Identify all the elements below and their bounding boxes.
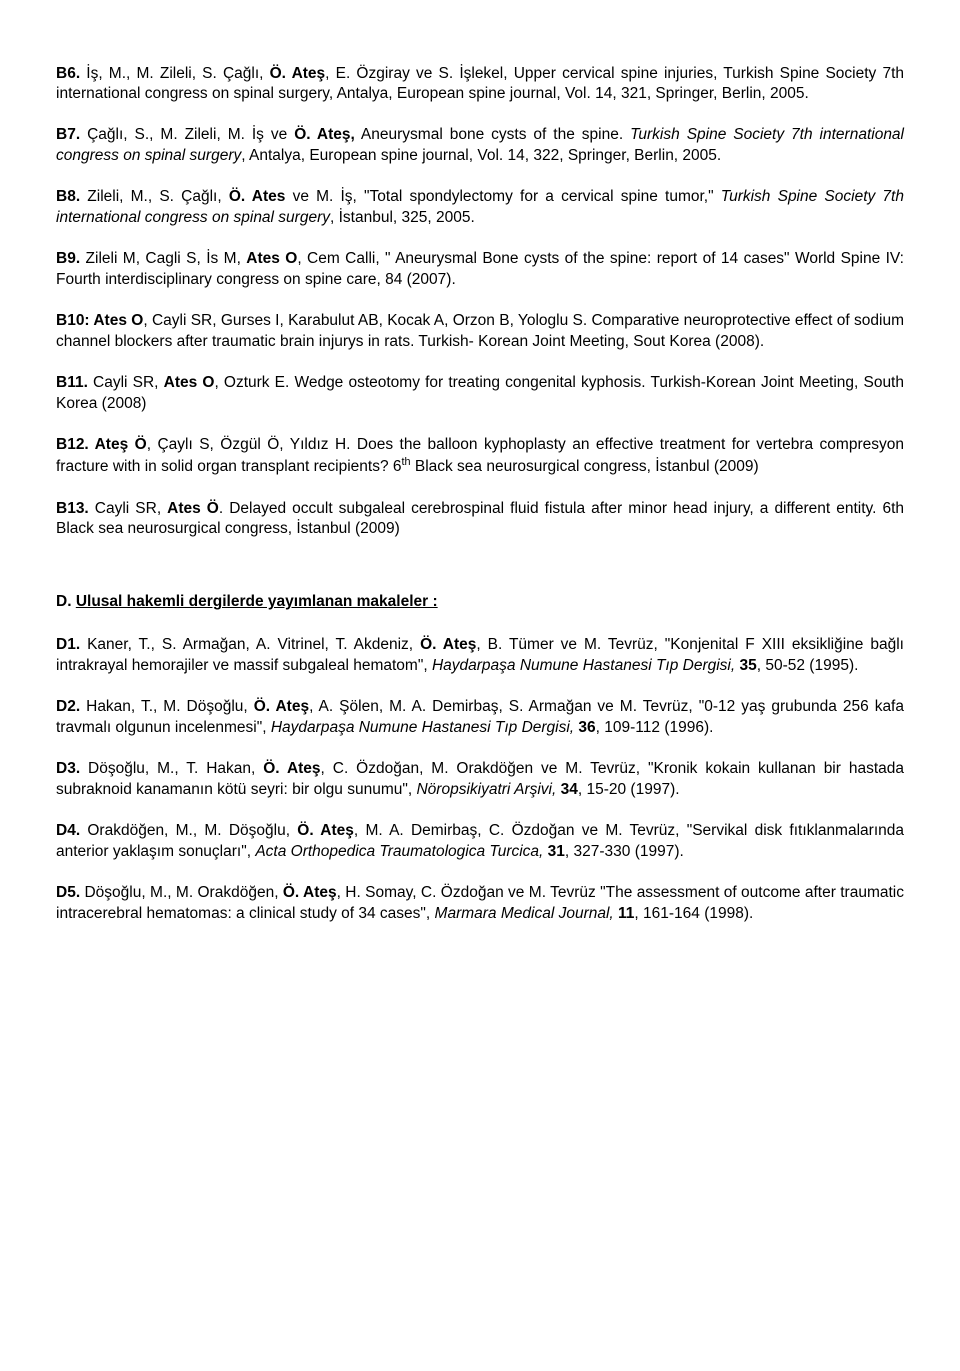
entry-text: Ates O	[164, 374, 215, 391]
publication-entry: B6. İş, M., M. Zileli, S. Çağlı, Ö. Ateş…	[56, 64, 904, 106]
entry-text: Ö. Ateş	[270, 65, 326, 82]
entry-text: 11	[618, 905, 634, 922]
entry-id: B13.	[56, 500, 89, 517]
entry-id: B9.	[56, 250, 80, 267]
section-d-heading: D. Ulusal hakemli dergilerde yayımlanan …	[56, 592, 904, 613]
publication-entry: D1. Kaner, T., S. Armağan, A. Vitrinel, …	[56, 635, 904, 677]
entry-text: Nöropsikiyatri Arşivi,	[416, 781, 560, 798]
publication-entry: D3. Döşoğlu, M., T. Hakan, Ö. Ateş, C. Ö…	[56, 759, 904, 801]
entry-text: , 15-20 (1997).	[578, 781, 680, 798]
entry-text: , 327-330 (1997).	[565, 843, 684, 860]
entry-text: , Cayli SR, Gurses I, Karabulut AB, Koca…	[56, 312, 904, 350]
publication-entry: B12. Ateş Ö, Çaylı S, Özgül Ö, Yıldız H.…	[56, 435, 904, 479]
entry-text: Ö. Ateş	[283, 884, 337, 901]
entry-text: Ö. Ateş,	[294, 126, 355, 143]
entry-text: İş, M., M. Zileli, S. Çağlı,	[80, 65, 270, 82]
entry-text: Cayli SR,	[88, 374, 164, 391]
entry-id: D1.	[56, 636, 80, 653]
entry-text: , İstanbul, 325, 2005.	[330, 209, 475, 226]
entry-text: Orakdöğen, M., M. Döşoğlu,	[80, 822, 297, 839]
entry-id: B6.	[56, 65, 80, 82]
entry-text: , 161-164 (1998).	[634, 905, 753, 922]
entry-text: , Antalya, European spine journal, Vol. …	[241, 147, 721, 164]
entry-id: B12. Ateş Ö	[56, 436, 147, 453]
publication-entry: B11. Cayli SR, Ates O, Ozturk E. Wedge o…	[56, 373, 904, 415]
entry-text: Haydarpaşa Numune Hastanesi Tıp Dergisi,	[271, 719, 579, 736]
entry-text: , 50-52 (1995).	[757, 657, 859, 674]
entry-text: , 109-112 (1996).	[596, 719, 714, 736]
entry-text: Kaner, T., S. Armağan, A. Vitrinel, T. A…	[80, 636, 420, 653]
publication-entry: B8. Zileli, M., S. Çağlı, Ö. Ates ve M. …	[56, 187, 904, 229]
entry-id: D5.	[56, 884, 80, 901]
entry-id: B8.	[56, 188, 80, 205]
entry-text: Döşoğlu, M., T. Hakan,	[80, 760, 263, 777]
publication-entry: B7. Çağlı, S., M. Zileli, M. İş ve Ö. At…	[56, 125, 904, 167]
entry-text: 35	[740, 657, 757, 674]
entry-text: Haydarpaşa Numune Hastanesi Tıp Dergisi,	[432, 657, 740, 674]
entry-text: Hakan, T., M. Döşoğlu,	[80, 698, 254, 715]
entry-text: Ates Ö	[167, 500, 219, 517]
entry-text: Black sea neurosurgical congress, İstanb…	[411, 459, 759, 476]
entry-id: D3.	[56, 760, 80, 777]
entry-text: 36	[578, 719, 595, 736]
entry-text: th	[402, 456, 411, 468]
entry-text: Ö. Ateş	[263, 760, 320, 777]
entry-text: 31	[548, 843, 565, 860]
entry-text: Ö. Ateş	[254, 698, 309, 715]
entry-text: Acta Orthopedica Traumatologica Turcica,	[255, 843, 547, 860]
entry-text: Zileli, M., S. Çağlı,	[80, 188, 229, 205]
publications-list-d: D1. Kaner, T., S. Armağan, A. Vitrinel, …	[56, 635, 904, 924]
entry-text: Cayli SR,	[89, 500, 167, 517]
entry-id: D4.	[56, 822, 80, 839]
entry-text: Zileli M, Cagli S, İs M,	[80, 250, 246, 267]
entry-text: Çağlı, S., M. Zileli, M. İş ve	[80, 126, 294, 143]
publication-entry: B9. Zileli M, Cagli S, İs M, Ates O, Cem…	[56, 249, 904, 291]
publication-entry: B13. Cayli SR, Ates Ö. Delayed occult su…	[56, 499, 904, 541]
section-d-title: Ulusal hakemli dergilerde yayımlanan mak…	[76, 593, 438, 610]
entry-id: B10: Ates O	[56, 312, 143, 329]
entry-id: B11.	[56, 374, 88, 391]
entry-text: Döşoğlu, M., M. Orakdöğen,	[80, 884, 283, 901]
entry-text: Marmara Medical Journal,	[435, 905, 618, 922]
entry-text: Ö. Ates	[229, 188, 286, 205]
entry-text: Ö. Ateş	[420, 636, 476, 653]
entry-text: ve M. İş, "Total spondylectomy for a cer…	[285, 188, 720, 205]
publication-entry: B10: Ates O, Cayli SR, Gurses I, Karabul…	[56, 311, 904, 353]
entry-id: B7.	[56, 126, 80, 143]
section-d-prefix: D.	[56, 593, 72, 610]
entry-id: D2.	[56, 698, 80, 715]
publication-entry: D5. Döşoğlu, M., M. Orakdöğen, Ö. Ateş , …	[56, 883, 904, 925]
publication-entry: D2. Hakan, T., M. Döşoğlu, Ö. Ateş, A. Ş…	[56, 697, 904, 739]
entry-text: Ates O	[246, 250, 297, 267]
publication-entry: D4. Orakdöğen, M., M. Döşoğlu, Ö. Ateş , …	[56, 821, 904, 863]
entry-text: Ö. Ateş	[297, 822, 354, 839]
entry-text: 34	[561, 781, 578, 798]
publications-list-b: B6. İş, M., M. Zileli, S. Çağlı, Ö. Ateş…	[56, 64, 904, 541]
entry-text: Aneurysmal bone cysts of the spine.	[355, 126, 630, 143]
